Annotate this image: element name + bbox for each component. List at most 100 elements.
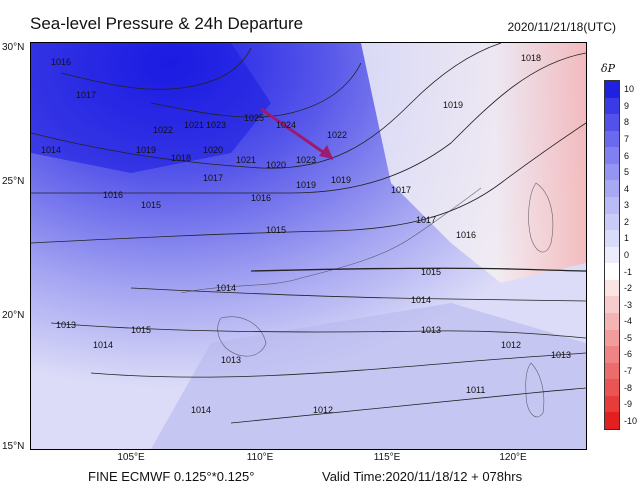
colorbar-tick-label: 2 xyxy=(624,216,630,227)
colorbar-segment xyxy=(605,412,619,429)
isobar-contours xyxy=(31,43,586,424)
luzon-island xyxy=(525,362,545,418)
colorbar-tick-label: -8 xyxy=(624,382,633,393)
isobar-label: 1014 xyxy=(191,405,211,415)
colorbar-tick-label: -10 xyxy=(624,415,638,426)
isobar-label: 1017 xyxy=(416,215,436,225)
valid-time: Valid Time:2020/11/18/12 + 078hrs xyxy=(322,469,523,484)
colorbar-segment xyxy=(605,130,619,148)
colorbar-segment xyxy=(605,114,619,131)
isobar-label: 1017 xyxy=(203,173,223,183)
colorbar-segment xyxy=(605,296,619,313)
strong-high-core xyxy=(31,43,271,173)
colorbar-segment xyxy=(605,313,619,330)
map-canvas: 1016 1017 1018 1019 1014 1022 1021 1023 … xyxy=(31,43,586,449)
isobar-label: 1024 xyxy=(276,120,296,130)
colorbar-segment xyxy=(605,97,619,115)
taiwan-island xyxy=(528,182,554,253)
colorbar-tick-label: 8 xyxy=(624,117,630,128)
movement-arrow-shaft xyxy=(260,107,334,161)
isobar-label: 1013 xyxy=(56,320,76,330)
colorbar-tick-label: 4 xyxy=(624,183,630,194)
colorbar-tick-label: -7 xyxy=(624,366,633,376)
init-datetime: 2020/11/21/18(UTC) xyxy=(507,20,616,34)
isobar-line xyxy=(250,267,586,272)
coastline xyxy=(180,182,554,418)
isobar-line xyxy=(150,62,362,118)
isobar-label: 1014 xyxy=(216,283,236,293)
isobar-label: 1017 xyxy=(76,90,96,100)
isobar-labels: 1016 1017 1018 1019 1014 1022 1021 1023 … xyxy=(41,53,571,415)
lat-label: 25°N xyxy=(2,176,25,187)
colorbar-segment xyxy=(605,395,619,413)
south-sea-shading xyxy=(151,303,586,449)
isobar-line xyxy=(230,387,586,424)
isobar-label: 1015 xyxy=(266,225,286,235)
isobar-label: 1012 xyxy=(501,340,521,350)
colorbar-segment xyxy=(605,180,619,197)
colorbar-title: δP xyxy=(601,62,616,75)
hainan-island xyxy=(217,316,267,357)
isobar-label: 1021 xyxy=(236,155,256,165)
isobar-label: 1019 xyxy=(136,145,156,155)
isobar-label: 1019 xyxy=(443,100,463,110)
isobar-line xyxy=(31,52,586,194)
lon-label: 110°E xyxy=(246,452,274,463)
isobar-label: 1016 xyxy=(51,57,71,67)
isobar-label: 1013 xyxy=(221,355,241,365)
colorbar-segment xyxy=(605,197,619,214)
colorbar-segment xyxy=(605,213,619,231)
colorbar-segment xyxy=(605,81,619,98)
isobar-label: 1011 xyxy=(466,385,485,395)
isobar-label: 1016 xyxy=(251,193,271,203)
colorbar-tick-label: 7 xyxy=(624,134,630,144)
colorbar-tick-label: -9 xyxy=(624,399,633,410)
isobar-label: 1023 xyxy=(296,155,316,165)
colorbar-segment xyxy=(605,163,619,181)
lon-label: 120°E xyxy=(499,452,527,463)
colorbar-tick-label: 0 xyxy=(624,250,630,260)
colorbar-tick-label: 1 xyxy=(624,233,630,244)
colorbar-segment xyxy=(605,246,619,264)
isobar-label: 1015 xyxy=(131,325,151,335)
colorbar-segment xyxy=(605,346,619,363)
colorbar-tick-label: -4 xyxy=(624,316,633,327)
isobar-label: 1012 xyxy=(313,405,333,415)
colorbar-segment xyxy=(605,147,619,164)
isobar-label: 1015 xyxy=(141,200,161,210)
colorbar-segment xyxy=(605,329,619,347)
isobar-label: 1025 xyxy=(244,113,264,123)
chart-title: Sea-level Pressure & 24h Departure xyxy=(30,14,304,33)
isobar-label: 1014 xyxy=(411,295,431,305)
ne-departure-shading xyxy=(361,43,586,283)
colorbar-tick-label: -3 xyxy=(624,299,633,310)
colorbar-segment xyxy=(605,362,619,380)
isobar-line xyxy=(31,43,502,169)
isobar-label: 1021 xyxy=(184,120,204,130)
colorbar-segment xyxy=(605,230,619,247)
isobar-line xyxy=(50,322,586,339)
colorbar-segment xyxy=(605,379,619,396)
coastline-path xyxy=(180,187,482,294)
isobar-label: 1022 xyxy=(327,130,347,140)
isobar-label: 1023 xyxy=(206,120,226,130)
isobar-label: 1017 xyxy=(391,185,411,195)
colorbar-segment xyxy=(605,263,619,280)
colorbar-tick-label: -1 xyxy=(624,266,633,277)
colorbar-segment xyxy=(605,279,619,297)
colorbar xyxy=(604,80,620,430)
colorbar-tick-label: 10 xyxy=(624,84,635,95)
isobar-line xyxy=(31,122,586,244)
colorbar-tick-label: -5 xyxy=(624,332,633,343)
lon-label: 105°E xyxy=(117,452,145,463)
isobar-label: 1018 xyxy=(171,153,191,163)
isobar-line xyxy=(90,352,586,378)
isobar-label: 1020 xyxy=(203,145,223,155)
isobar-label: 1016 xyxy=(103,190,123,200)
isobar-label: 1018 xyxy=(521,53,541,63)
isobar-label: 1013 xyxy=(421,325,441,335)
isobar-label: 1016 xyxy=(456,230,476,240)
isobar-label: 1013 xyxy=(551,350,571,360)
isobar-line xyxy=(60,47,252,90)
isobar-label: 1014 xyxy=(93,340,113,350)
